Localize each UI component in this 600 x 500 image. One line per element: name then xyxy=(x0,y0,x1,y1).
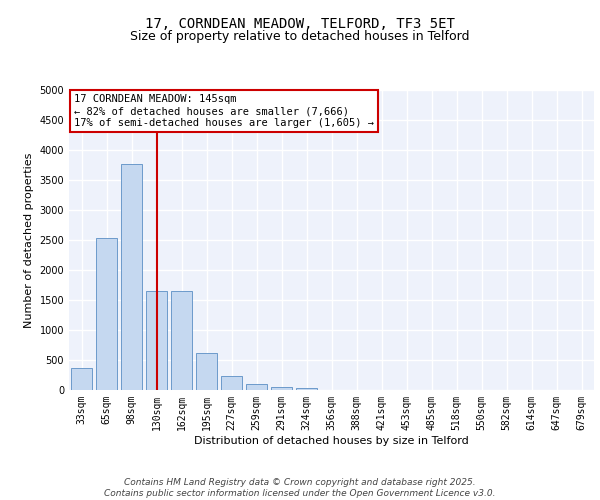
Bar xyxy=(246,384,267,390)
Bar xyxy=(71,368,92,390)
Bar xyxy=(271,386,292,390)
Text: Contains HM Land Registry data © Crown copyright and database right 2025.
Contai: Contains HM Land Registry data © Crown c… xyxy=(104,478,496,498)
X-axis label: Distribution of detached houses by size in Telford: Distribution of detached houses by size … xyxy=(194,436,469,446)
Bar xyxy=(196,353,217,390)
Bar xyxy=(296,388,317,390)
Text: 17 CORNDEAN MEADOW: 145sqm
← 82% of detached houses are smaller (7,666)
17% of s: 17 CORNDEAN MEADOW: 145sqm ← 82% of deta… xyxy=(74,94,374,128)
Bar xyxy=(171,291,192,390)
Text: Size of property relative to detached houses in Telford: Size of property relative to detached ho… xyxy=(130,30,470,43)
Bar xyxy=(121,164,142,390)
Bar xyxy=(146,291,167,390)
Bar xyxy=(221,376,242,390)
Y-axis label: Number of detached properties: Number of detached properties xyxy=(24,152,34,328)
Bar xyxy=(96,238,117,390)
Text: 17, CORNDEAN MEADOW, TELFORD, TF3 5ET: 17, CORNDEAN MEADOW, TELFORD, TF3 5ET xyxy=(145,18,455,32)
